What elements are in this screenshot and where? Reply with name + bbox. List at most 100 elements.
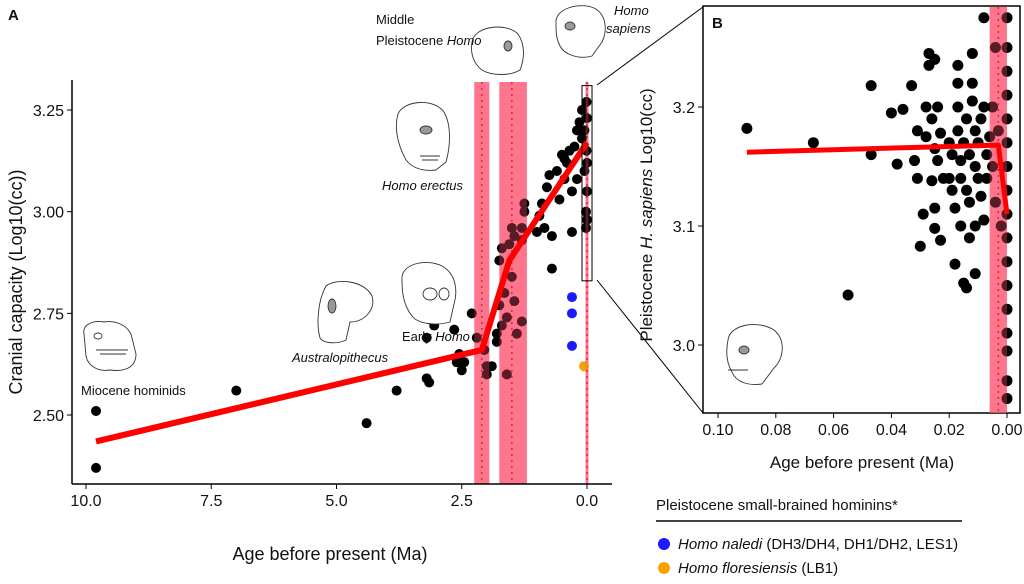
- data-point: [891, 158, 903, 170]
- data-point: [496, 320, 507, 331]
- x-tick-label: 0.10: [702, 422, 733, 439]
- data-point: [987, 101, 999, 113]
- data-point: [459, 357, 470, 368]
- panel-b: B 0.10 0.08 0.06 0.04 0.02 0.00 3.0 3.1 3.2 Age …: [637, 5, 1023, 472]
- data-point: [981, 172, 993, 184]
- data-point: [1001, 89, 1013, 101]
- data-point: [969, 220, 981, 232]
- data-point: [566, 292, 577, 303]
- legend: Pleistocene small-brained hominins* Homo…: [656, 497, 962, 577]
- data-point: [541, 182, 552, 193]
- data-point: [963, 196, 975, 208]
- data-point: [911, 125, 923, 137]
- data-point: [741, 122, 753, 134]
- early-homo-skull-icon: [401, 262, 457, 325]
- data-point: [926, 113, 938, 125]
- panel-a: A 10.0 7.5 5.0 2.5 0.0 2.50 2.75 3.00 3.25 Age b…: [6, 3, 651, 564]
- data-point: [909, 155, 921, 167]
- x-tick-label: 2.5: [451, 493, 473, 510]
- data-point: [929, 222, 941, 234]
- data-point: [391, 385, 402, 396]
- data-point: [91, 462, 102, 473]
- bands-a: [474, 82, 589, 484]
- data-point: [961, 184, 973, 196]
- data-point: [1001, 232, 1013, 244]
- data-point: [865, 149, 877, 161]
- data-point: [969, 125, 981, 137]
- label-australopithecus: Australopithecus: [291, 350, 389, 365]
- data-point: [1001, 375, 1013, 387]
- data-point: [952, 77, 964, 89]
- data-point: [424, 377, 435, 388]
- data-point: [566, 227, 577, 238]
- data-point: [1001, 345, 1013, 357]
- points-a: [91, 82, 592, 484]
- legend-swatch-naledi: [658, 538, 670, 550]
- data-point: [963, 149, 975, 161]
- data-point: [578, 361, 589, 372]
- data-point: [569, 141, 580, 152]
- data-point: [929, 53, 941, 65]
- data-point: [231, 385, 242, 396]
- data-point: [506, 271, 517, 282]
- x-tick-label: 0.06: [818, 422, 849, 439]
- breakpoint-band-overlay: [989, 7, 1007, 413]
- data-point: [949, 202, 961, 214]
- miocene-skull-icon: [83, 321, 137, 371]
- data-point: [566, 308, 577, 319]
- data-point: [486, 361, 497, 372]
- data-point: [582, 214, 592, 225]
- points-b: [741, 7, 1013, 413]
- label-mph-2: Pleistocene Homo: [376, 33, 482, 48]
- data-point: [519, 206, 530, 217]
- data-point: [949, 258, 961, 270]
- data-point: [582, 113, 592, 124]
- data-point: [511, 328, 522, 339]
- data-point: [906, 80, 918, 92]
- data-point: [361, 418, 372, 429]
- data-point: [955, 155, 967, 167]
- data-point: [978, 214, 990, 226]
- y-axis-label-b: Pleistocene H. sapiens Log10(cc): [637, 88, 656, 341]
- data-point: [1001, 161, 1013, 172]
- data-point: [975, 113, 987, 125]
- data-point: [955, 172, 967, 184]
- data-point: [952, 125, 964, 137]
- data-point: [566, 340, 577, 351]
- data-point: [571, 125, 582, 136]
- data-point: [481, 369, 492, 380]
- y-tick-label: 2.50: [33, 408, 64, 425]
- data-point: [466, 308, 477, 319]
- homo-sapiens-skull-icon: [555, 5, 606, 58]
- data-point: [501, 312, 512, 323]
- x-tick-label: 7.5: [200, 493, 222, 510]
- data-point: [1001, 256, 1013, 268]
- australopithecus-skull-icon: [317, 280, 374, 344]
- y-tick-label: 3.0: [673, 338, 695, 355]
- data-point: [546, 263, 557, 274]
- data-point: [516, 316, 527, 327]
- data-point: [969, 268, 981, 280]
- label-homo-erectus: Homo erectus: [382, 178, 463, 193]
- data-point: [865, 80, 877, 92]
- data-point: [995, 220, 1007, 232]
- data-point: [966, 77, 978, 89]
- y-tick-label: 3.2: [673, 100, 695, 117]
- ticks-a: 10.0 7.5 5.0 2.5 0.0 2.50 2.75 3.00 3.25: [33, 103, 598, 510]
- fit-line-b: [746, 142, 1010, 215]
- inset-rectangle: [581, 85, 593, 282]
- data-point: [566, 186, 577, 197]
- data-point: [1001, 65, 1013, 77]
- data-point: [1001, 303, 1013, 315]
- x-tick-label: 10.0: [70, 493, 101, 510]
- data-point: [559, 153, 570, 164]
- label-early-homo: Early Homo: [402, 329, 470, 344]
- data-point: [911, 172, 923, 184]
- data-point: [1001, 137, 1013, 149]
- data-point: [571, 174, 582, 185]
- panel-label-b: B: [712, 15, 723, 32]
- data-point: [580, 222, 591, 233]
- panel-label-a: A: [8, 7, 19, 24]
- data-point: [966, 47, 978, 59]
